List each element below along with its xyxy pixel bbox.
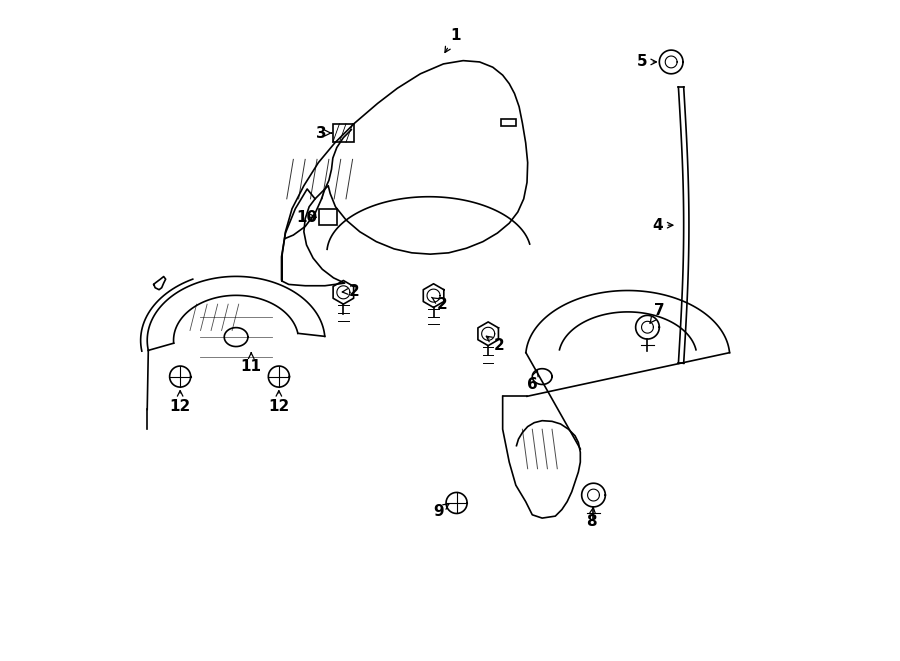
- Text: 12: 12: [268, 391, 290, 414]
- Text: 1: 1: [445, 28, 461, 52]
- Text: 9: 9: [433, 504, 449, 519]
- Text: 3: 3: [316, 126, 332, 141]
- Text: 10: 10: [297, 210, 318, 225]
- Bar: [319, 210, 338, 225]
- Text: 2: 2: [432, 297, 447, 312]
- Bar: [501, 118, 516, 126]
- Text: 11: 11: [240, 353, 262, 374]
- Text: 12: 12: [169, 391, 191, 414]
- Text: 4: 4: [652, 217, 673, 233]
- Text: 6: 6: [526, 371, 538, 392]
- Text: 2: 2: [342, 284, 360, 299]
- Text: 5: 5: [637, 54, 656, 69]
- Text: 2: 2: [486, 336, 505, 353]
- Bar: [333, 124, 354, 142]
- Text: 7: 7: [650, 303, 664, 323]
- Text: 8: 8: [586, 508, 597, 529]
